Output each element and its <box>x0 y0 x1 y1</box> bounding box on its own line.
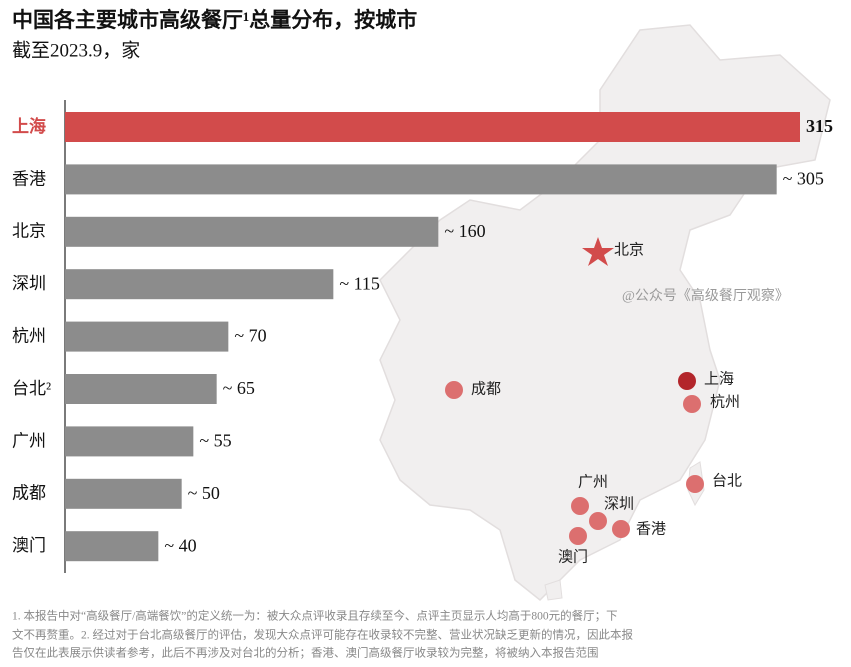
y-tick-label: 台北² <box>12 379 51 398</box>
value-label: ~ 55 <box>199 431 231 451</box>
y-tick-label: 北京 <box>12 222 46 241</box>
watermark: @公众号《高级餐厅观察》 <box>622 287 789 304</box>
map-label: 杭州 <box>710 393 740 410</box>
value-label: ~ 160 <box>444 221 485 241</box>
city-dot <box>571 497 589 515</box>
map-label: 成都 <box>471 380 501 397</box>
bar <box>65 374 217 404</box>
y-tick-label: 香港 <box>12 169 46 188</box>
chart-title: 中国各主要城市高级餐厅¹总量分布，按城市 <box>12 8 417 32</box>
map-label: 广州 <box>578 473 608 490</box>
bar <box>65 112 800 142</box>
bar <box>65 426 194 457</box>
bar <box>65 478 182 509</box>
city-dot <box>612 520 630 538</box>
bar <box>65 164 777 195</box>
map-label: 台北 <box>712 472 742 489</box>
city-dot <box>569 527 587 545</box>
bar <box>65 321 229 352</box>
city-dot <box>686 475 704 493</box>
y-tick-label: 杭州 <box>12 327 46 346</box>
footnote: 文不再赘重。2. 经过对于台北高级餐厅的评估，发现大众点评可能存在收录较不完整、… <box>12 628 633 642</box>
map-label: 深圳 <box>604 495 634 512</box>
y-tick-label: 成都 <box>12 484 46 503</box>
city-dot <box>445 381 463 399</box>
city-dot <box>589 512 607 530</box>
map-label: 香港 <box>636 520 666 537</box>
value-label: ~ 65 <box>223 378 255 398</box>
value-label: ~ 305 <box>783 169 824 189</box>
hainan-outline <box>544 579 563 601</box>
china-outline <box>379 24 831 602</box>
map-label: 上海 <box>704 370 734 387</box>
bar <box>65 216 439 247</box>
y-tick-label: 深圳 <box>12 274 46 293</box>
bar <box>65 531 159 562</box>
city-dot <box>678 372 696 390</box>
chart-subtitle: 截至2023.9，家 <box>12 39 140 61</box>
footnote: 1. 本报告中对“高级餐厅/高端餐饮”的定义统一为：被大众点评收录且存续至今、点… <box>12 609 618 623</box>
value-label: ~ 40 <box>164 535 196 555</box>
map-background: 北京 成都 上海 杭州 台北 广州 深圳 香港 澳门 @公众号《高级餐厅观察》 <box>379 24 831 602</box>
bar <box>65 269 334 300</box>
map-label: 北京 <box>614 241 644 258</box>
value-label: 315 <box>806 116 833 136</box>
value-label: ~ 50 <box>188 483 220 503</box>
value-label: ~ 70 <box>234 326 266 346</box>
value-label: ~ 115 <box>339 273 380 293</box>
map-label: 澳门 <box>558 548 588 565</box>
footnote: 告仅在此表展示供读者参考，此后不再涉及对台北的分析；香港、澳门高级餐厅收录较为完… <box>12 646 599 660</box>
y-tick-label: 澳门 <box>12 536 46 555</box>
y-tick-label: 广州 <box>12 431 46 450</box>
city-dot <box>683 395 701 413</box>
beijing-star <box>582 237 614 266</box>
y-tick-label: 上海 <box>12 116 46 136</box>
